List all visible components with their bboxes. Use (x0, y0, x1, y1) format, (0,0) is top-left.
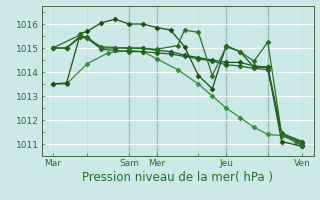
X-axis label: Pression niveau de la mer( hPa ): Pression niveau de la mer( hPa ) (82, 171, 273, 184)
